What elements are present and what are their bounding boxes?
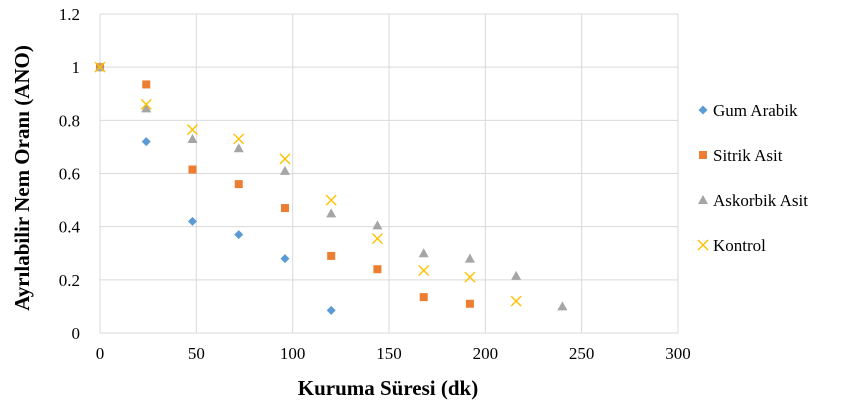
data-point-askorbik-asit	[511, 270, 522, 280]
data-point-gum-arabik	[141, 137, 151, 147]
legend-item-kontrol: Kontrol	[697, 236, 766, 255]
data-point-gum-arabik	[234, 230, 244, 240]
data-point-kontrol	[464, 271, 476, 283]
tick-labels: 0 50 100 150 200 250 300 0 0.2 0.4 0.6 0.8 1 1.2	[59, 5, 691, 363]
data-point-gum-arabik	[187, 216, 197, 226]
data-point-askorbik-asit	[279, 165, 290, 175]
y-tick-label: 0.4	[59, 218, 81, 237]
data-point-kontrol	[140, 98, 152, 110]
y-tick-label: 0.6	[59, 165, 80, 184]
data-point-askorbik-asit	[464, 253, 475, 263]
data-point-askorbik-asit	[187, 133, 198, 143]
data-point-sitrik-asit	[419, 293, 428, 302]
data-point-askorbik-asit	[141, 103, 152, 113]
data-point-sitrik-asit	[465, 299, 474, 308]
data-point-gum-arabik	[280, 254, 290, 264]
data-point-kontrol	[510, 295, 522, 307]
legend-label-askorbik-asit: Askorbik Asit	[713, 191, 808, 210]
legend-marker-gum-arabik	[698, 105, 708, 115]
data-point-kontrol	[94, 61, 106, 73]
x-tick-label: 250	[569, 344, 595, 363]
data-point-sitrik-asit	[234, 180, 243, 189]
legend-marker-askorbik-asit	[698, 195, 708, 204]
data-point-askorbik-asit	[557, 301, 568, 311]
y-tick-label: 0.2	[59, 271, 80, 290]
data-point-kontrol	[233, 133, 245, 145]
y-tick-label: 0	[72, 324, 81, 343]
data-point-kontrol	[418, 265, 430, 277]
x-tick-label: 100	[280, 344, 306, 363]
data-point-askorbik-asit	[418, 248, 429, 258]
x-tick-label: 150	[376, 344, 402, 363]
legend-label-gum-arabik: Gum Arabik	[713, 101, 798, 120]
x-tick-label: 200	[473, 344, 499, 363]
data-point-kontrol	[186, 124, 198, 136]
x-tick-label: 0	[96, 344, 105, 363]
data-point-sitrik-asit	[142, 80, 151, 89]
x-tick-label: 50	[188, 344, 205, 363]
data-point-gum-arabik	[326, 305, 336, 315]
data-point-sitrik-asit	[327, 251, 336, 260]
y-tick-label: 1.2	[59, 5, 80, 24]
legend-item-gum-arabik: Gum Arabik	[698, 101, 798, 120]
data-point-sitrik-asit	[373, 265, 382, 274]
data-point-askorbik-asit	[326, 208, 337, 218]
data-point-askorbik-asit	[372, 220, 383, 230]
legend-label-sitrik-asit: Sitrik Asit	[713, 146, 783, 165]
legend: Gum Arabik Sitrik Asit Askorbik Asit Kontro…	[697, 101, 808, 255]
data-point-kontrol	[371, 233, 383, 245]
legend-marker-sitrik-asit	[699, 151, 707, 159]
data-points	[94, 61, 568, 315]
y-axis-title: Ayrılabilir Nem Oranı (ANO)	[10, 45, 34, 311]
x-tick-label: 300	[665, 344, 691, 363]
data-point-sitrik-asit	[280, 204, 289, 213]
legend-item-askorbik-asit: Askorbik Asit	[698, 191, 808, 210]
grid-layer	[99, 13, 679, 334]
legend-marker-kontrol	[697, 239, 709, 251]
data-point-sitrik-asit	[188, 165, 197, 174]
legend-item-sitrik-asit: Sitrik Asit	[699, 146, 783, 165]
data-point-kontrol	[279, 153, 291, 165]
y-tick-label: 1	[72, 58, 81, 77]
data-point-askorbik-asit	[233, 143, 244, 153]
y-tick-label: 0.8	[59, 111, 80, 130]
x-axis-title: Kuruma Süresi (dk)	[298, 376, 478, 400]
data-point-kontrol	[325, 194, 337, 206]
legend-label-kontrol: Kontrol	[713, 236, 766, 255]
